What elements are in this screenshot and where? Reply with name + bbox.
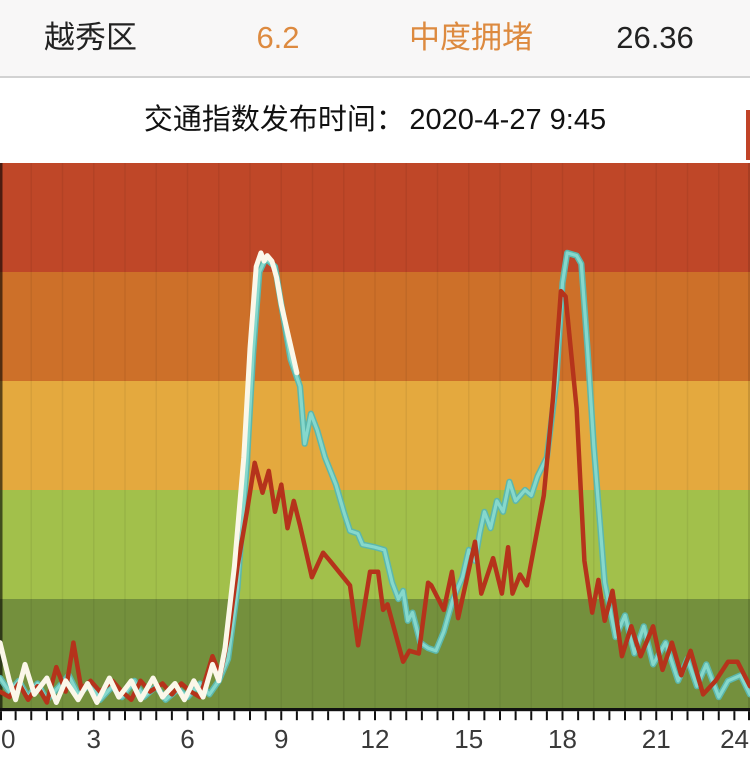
scrollbar-thumb[interactable]	[746, 110, 750, 163]
y-axis-spine	[0, 163, 3, 708]
x-tick	[311, 711, 314, 721]
x-tick	[249, 711, 251, 721]
x-axis-label: 12	[361, 724, 390, 754]
x-tick	[280, 711, 283, 721]
x-tick	[170, 711, 173, 721]
x-tick	[61, 711, 64, 721]
traffic-index-chart: 0 3 6 9 12 15 18 21 24	[0, 160, 750, 760]
x-tick	[717, 711, 720, 721]
x-tick	[624, 711, 626, 721]
x-tick	[733, 711, 736, 721]
x-tick	[358, 711, 361, 721]
gridline	[186, 163, 189, 708]
x-tick	[639, 711, 642, 721]
chart-canvas: 0 3 6 9 12 15 18 21 24	[0, 163, 750, 754]
gridline	[499, 163, 501, 708]
x-tick	[155, 711, 158, 721]
right-edge	[748, 163, 750, 708]
gridline	[468, 163, 470, 708]
index-band	[0, 381, 750, 490]
x-tick	[577, 711, 580, 721]
x-axis-label: 9	[274, 724, 288, 754]
congestion-status-badge: 中度拥堵	[409, 20, 533, 55]
x-tick	[108, 711, 111, 721]
district-row[interactable]: 越秀区 6.2 中度拥堵 26.36	[0, 0, 750, 78]
gridline	[686, 163, 689, 708]
x-tick	[702, 711, 705, 721]
x-tick	[748, 711, 750, 721]
x-axis-label: 15	[454, 724, 483, 754]
gridline	[374, 163, 376, 708]
x-tick	[436, 711, 439, 721]
gridline	[155, 163, 157, 708]
x-axis-line	[0, 708, 750, 712]
district-name: 越秀区	[44, 20, 137, 55]
x-tick	[45, 711, 48, 721]
gridline	[280, 163, 282, 708]
x-tick	[217, 711, 220, 721]
x-tick	[233, 711, 236, 721]
x-tick	[124, 711, 126, 721]
x-tick	[264, 711, 267, 721]
x-tick	[77, 711, 80, 721]
traffic-index-value: 6.2	[256, 20, 300, 55]
publish-time-bar: 交通指数发布时间： 2020-4-27 9:45	[0, 78, 750, 160]
x-tick	[374, 711, 376, 721]
gridline	[436, 163, 439, 708]
x-tick	[389, 711, 392, 721]
x-tick	[327, 711, 330, 721]
index-band	[0, 272, 750, 381]
gridline	[30, 163, 32, 708]
publish-time-value: 2020-4-27 9:45	[409, 104, 607, 136]
index-band	[0, 163, 750, 272]
x-axis-label: 3	[87, 724, 101, 754]
x-axis-label: 6	[180, 724, 194, 754]
x-tick	[202, 711, 205, 721]
x-tick	[30, 711, 33, 721]
gridline	[405, 163, 407, 708]
x-tick	[608, 711, 611, 721]
x-tick	[139, 711, 142, 721]
x-tick	[342, 711, 345, 721]
x-axis-label: 18	[548, 724, 577, 754]
gridline	[311, 163, 314, 708]
publish-time-label: 交通指数发布时间：	[143, 104, 405, 136]
x-tick	[295, 711, 298, 721]
x-tick	[420, 711, 423, 721]
x-tick	[405, 711, 408, 721]
gridline	[93, 163, 95, 708]
gridline	[124, 163, 126, 708]
gridline	[718, 163, 720, 708]
gridline	[655, 163, 657, 708]
gridline	[218, 163, 220, 708]
red-line	[0, 288, 750, 705]
x-tick	[655, 711, 658, 721]
x-tick	[92, 711, 95, 721]
x-tick	[499, 711, 501, 721]
x-tick	[14, 711, 17, 721]
x-tick	[545, 711, 548, 721]
x-tick	[0, 711, 2, 721]
x-tick	[483, 711, 486, 721]
x-tick	[467, 711, 470, 721]
white-line	[0, 250, 300, 705]
x-tick	[186, 711, 189, 721]
gridline	[561, 163, 564, 708]
x-tick	[530, 711, 533, 721]
x-tick	[670, 711, 673, 721]
gridline	[530, 163, 532, 708]
gridline	[343, 163, 345, 708]
x-axis-label: 0	[1, 724, 15, 754]
x-tick	[452, 711, 455, 721]
x-tick	[686, 711, 689, 721]
gridline	[624, 163, 626, 708]
x-axis-label: 24	[720, 724, 749, 754]
speed-stat-value: 26.36	[616, 20, 694, 55]
x-tick	[514, 711, 517, 721]
x-axis-label: 21	[642, 724, 671, 754]
gridline	[61, 163, 64, 708]
x-tick	[561, 711, 564, 721]
x-tick	[592, 711, 595, 721]
